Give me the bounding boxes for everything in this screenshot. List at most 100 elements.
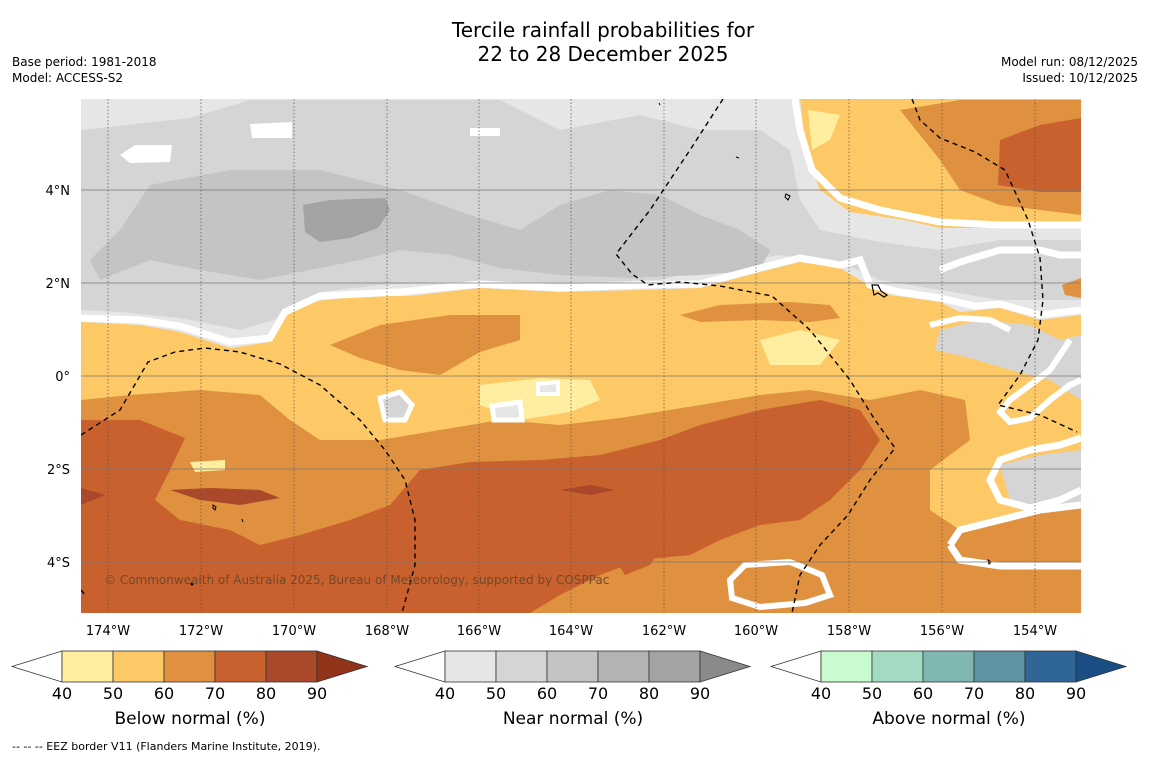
- near-swatch-1: [444, 650, 497, 683]
- lat-label: 4°N: [46, 184, 71, 199]
- chart-title: Tercile rainfall probabilities for 22 to…: [0, 18, 1150, 66]
- near-swatch-2: [495, 650, 548, 683]
- island-2: [871, 284, 889, 298]
- below-tick-label: 70: [205, 684, 225, 703]
- white-patch-1: [377, 389, 415, 423]
- lat-label: 0°: [55, 370, 70, 385]
- lon-label: 170°W: [272, 624, 316, 639]
- above-tick-label: 40: [811, 684, 831, 703]
- copyright-text: © Commonwealth of Australia 2025, Bureau…: [104, 573, 609, 587]
- below-normal-80-ne: [998, 118, 1081, 192]
- lat-label: 2°S: [47, 463, 70, 478]
- below-normal-80-pocket: [605, 540, 660, 575]
- island-5: [241, 518, 244, 523]
- white-patch-6: [470, 128, 500, 136]
- white-contour-g: [995, 338, 1081, 426]
- below-normal-50-b: [760, 330, 840, 365]
- lon-label: 172°W: [179, 624, 223, 639]
- above-swatch-high: [1075, 650, 1128, 683]
- lon-label: 154°W: [1013, 624, 1057, 639]
- legend-above-title: Above normal (%): [872, 709, 1026, 729]
- title-line-2: 22 to 28 December 2025: [477, 42, 729, 66]
- white-patch-4: [250, 122, 292, 138]
- below-swatch-5: [265, 650, 318, 683]
- above-swatch-1: [820, 650, 873, 683]
- near-normal-east2: [935, 320, 1081, 400]
- model-run: Model run: 08/12/2025: [1000, 55, 1138, 69]
- white-contour-f: [726, 558, 834, 611]
- lon-label: 166°W: [457, 624, 501, 639]
- lat-label: 2°N: [46, 277, 71, 292]
- above-swatch-low: [769, 650, 822, 683]
- above-swatch-4: [973, 650, 1026, 683]
- white-patch-5: [120, 145, 172, 163]
- model-name: Model: ACCESS-S2: [12, 71, 124, 85]
- near-normal-70: [303, 198, 390, 242]
- island-6: [735, 156, 740, 159]
- lon-label: 168°W: [365, 624, 409, 639]
- white-contour-h: [929, 314, 1012, 333]
- eez-border-3: [911, 99, 1078, 433]
- latitude-labels: 4°N 2°N 0° 2°S 4°S: [46, 184, 71, 571]
- island-1: [784, 193, 791, 201]
- lon-label: 160°W: [734, 624, 778, 639]
- above-swatch-3: [922, 650, 975, 683]
- island-3: [212, 504, 217, 511]
- eez-border-4: [81, 589, 87, 597]
- above-tick-label: 50: [862, 684, 882, 703]
- legend-below-title: Below normal (%): [114, 709, 266, 729]
- island-7: [658, 102, 661, 106]
- above-swatch-5: [1024, 650, 1077, 683]
- near-tick-label: 50: [486, 684, 506, 703]
- map-field: © Commonwealth of Australia 2025, Bureau…: [81, 99, 1081, 613]
- near-tick-label: 60: [537, 684, 557, 703]
- below-normal-70-strip: [680, 302, 840, 322]
- title-line-1: Tercile rainfall probabilities for: [451, 18, 755, 42]
- below-tick-label: 80: [256, 684, 276, 703]
- lon-label: 164°W: [549, 624, 593, 639]
- lon-label: 162°W: [642, 624, 686, 639]
- base-period: Base period: 1981-2018: [12, 55, 157, 69]
- above-tick-label: 70: [964, 684, 984, 703]
- issued-date: Issued: 10/12/2025: [1022, 71, 1138, 85]
- near-tick-label: 90: [690, 684, 710, 703]
- white-contour-b: [791, 99, 1081, 229]
- near-tick-label: 80: [639, 684, 659, 703]
- below-swatch-low: [10, 650, 63, 683]
- below-swatch-1: [61, 650, 114, 683]
- near-normal-60: [90, 170, 770, 280]
- legend-near-normal: 40 50 60 70 80 90: [393, 650, 752, 703]
- rainfall-map: © Commonwealth of Australia 2025, Bureau…: [10, 99, 1128, 703]
- white-contour-c: [938, 246, 1081, 274]
- below-tick-label: 40: [52, 684, 72, 703]
- below-normal-90-a: [81, 488, 105, 505]
- below-normal-50-e: [190, 460, 225, 472]
- near-tick-label: 40: [435, 684, 455, 703]
- above-tick-label: 90: [1066, 684, 1086, 703]
- above-swatch-2: [871, 650, 924, 683]
- near-swatch-5: [648, 650, 701, 683]
- meta-left: Base period: 1981-2018 Model: ACCESS-S2: [12, 54, 157, 86]
- near-swatch-3: [546, 650, 599, 683]
- near-swatch-high: [699, 650, 752, 683]
- graticule: [81, 99, 1081, 613]
- white-contour-d: [986, 434, 1081, 512]
- longitude-labels: 174°W 172°W 170°W 168°W 166°W 164°W 162°W 160°W…: [86, 624, 1057, 639]
- white-contour-a: [81, 254, 1081, 346]
- eez-border-1: [81, 347, 416, 613]
- meta-right: Model run: 08/12/2025 Issued: 10/12/2025: [1001, 54, 1138, 86]
- lon-label: 174°W: [86, 624, 130, 639]
- lat-label: 4°S: [47, 556, 70, 571]
- below-swatch-4: [214, 650, 267, 683]
- legend-below-normal: 40 50 60 70 80 90: [10, 650, 369, 703]
- island-8: [190, 582, 194, 586]
- near-swatch-low: [393, 650, 446, 683]
- near-swatch-4: [597, 650, 650, 683]
- white-patch-2: [489, 399, 525, 423]
- white-contour-e: [947, 501, 1081, 570]
- below-normal-70-mid: [330, 315, 520, 375]
- below-normal-90-b: [170, 488, 280, 505]
- below-tick-label: 50: [103, 684, 123, 703]
- above-tick-label: 60: [913, 684, 933, 703]
- footnote-eez: -- -- -- EEZ border V11 (Flanders Marine…: [12, 740, 321, 753]
